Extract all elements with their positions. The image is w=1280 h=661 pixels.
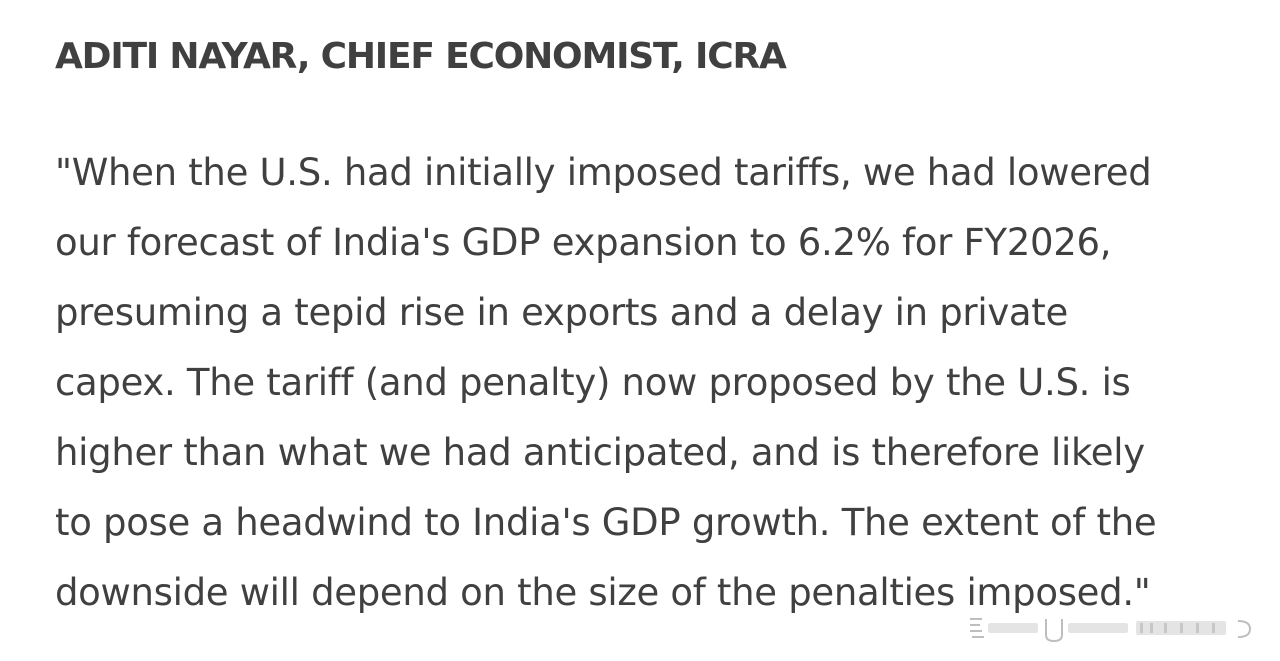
quote-line: higher than what we had anticipated, and…: [55, 431, 1145, 474]
quote-paragraph: "When the U.S. had initially imposed tar…: [55, 138, 1245, 628]
platform-watermark-icon: [968, 609, 1268, 649]
quote-line: our forecast of India's GDP expansion to…: [55, 221, 1112, 264]
quote-line: to pose a headwind to India's GDP growth…: [55, 501, 1157, 544]
quote-line: capex. The tariff (and penalty) now prop…: [55, 361, 1131, 404]
watermark-glyphs: [970, 618, 1252, 643]
quote-line: downside will depend on the size of the …: [55, 571, 1151, 614]
article: ADITI NAYAR, CHIEF ECONOMIST, ICRA "When…: [55, 34, 1245, 614]
quote-line: presuming a tepid rise in exports and a …: [55, 291, 1068, 334]
quote-line: "When the U.S. had initially imposed tar…: [55, 151, 1152, 194]
speaker-heading: ADITI NAYAR, CHIEF ECONOMIST, ICRA: [55, 36, 787, 77]
